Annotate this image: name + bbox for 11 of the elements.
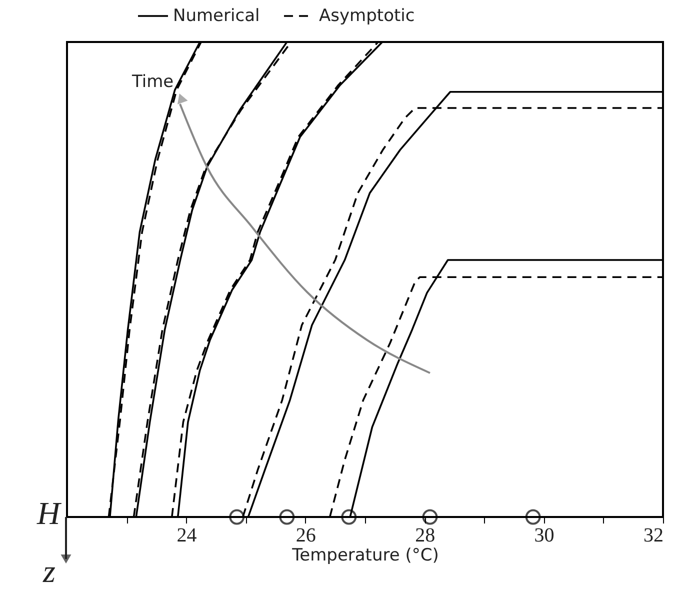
x-tick-label: 30 — [534, 524, 554, 546]
legend-label: Numerical — [173, 6, 260, 26]
x-axis-title: Temperature (°C) — [291, 546, 439, 566]
annotation: Time — [131, 72, 174, 92]
x-tick-label: 32 — [644, 524, 664, 546]
text: H — [36, 495, 62, 531]
x-tick-label: 26 — [296, 524, 316, 546]
text: z — [42, 553, 56, 589]
x-tick-label: 24 — [176, 524, 197, 546]
x-tick-label: 28 — [415, 524, 436, 546]
legend-label: Asymptotic — [319, 6, 415, 26]
